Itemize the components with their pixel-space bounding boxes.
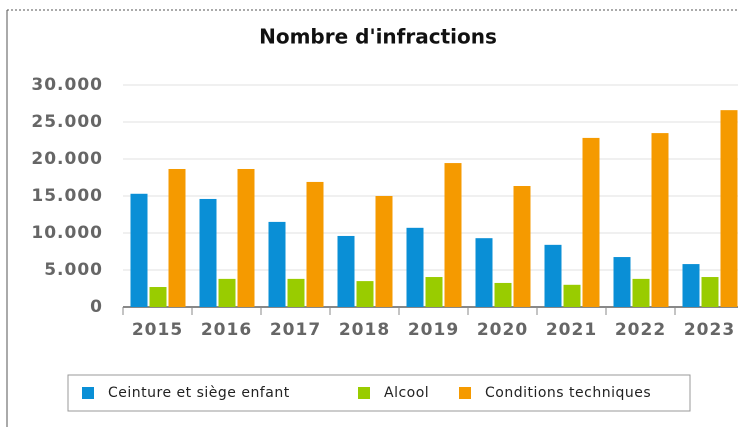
bar <box>218 278 236 307</box>
x-tick-label: 2016 <box>201 320 252 340</box>
bar <box>582 137 600 307</box>
bar <box>444 163 462 307</box>
legend-label: Conditions techniques <box>485 385 651 401</box>
y-tick-label: 20.000 <box>31 149 103 169</box>
x-tick-label: 2022 <box>615 320 666 340</box>
bar <box>306 181 324 307</box>
bar <box>199 198 217 307</box>
y-tick-label: 10.000 <box>31 223 103 243</box>
y-tick-label: 30.000 <box>31 75 103 95</box>
x-tick-label: 2017 <box>270 320 321 340</box>
bar <box>406 227 424 307</box>
bar <box>563 284 581 307</box>
x-tick-label: 2015 <box>132 320 183 340</box>
y-tick-label: 5.000 <box>44 260 103 280</box>
x-tick-label: 2023 <box>684 320 735 340</box>
x-tick-label: 2019 <box>408 320 459 340</box>
bar <box>168 168 186 307</box>
bar <box>475 238 493 307</box>
legend-label: Ceinture et siège enfant <box>108 385 290 401</box>
bar <box>701 277 719 307</box>
legend-swatch <box>358 387 370 399</box>
legend-box <box>67 374 691 412</box>
x-tick-label: 2018 <box>339 320 390 340</box>
bar <box>720 110 738 307</box>
bar <box>375 196 393 307</box>
bar <box>337 235 355 307</box>
bar <box>513 186 531 307</box>
x-tick-label: 2021 <box>546 320 597 340</box>
bar <box>651 133 669 307</box>
y-tick-label: 25.000 <box>31 112 103 132</box>
legend-label: Alcool <box>384 385 429 401</box>
bar <box>356 281 374 307</box>
y-tick-label: 15.000 <box>31 186 103 206</box>
bar <box>425 277 443 307</box>
bar <box>268 221 286 307</box>
chart-title: Nombre d'infractions <box>259 25 497 49</box>
x-tick-label: 2020 <box>477 320 528 340</box>
bar <box>632 278 650 307</box>
bar <box>494 282 512 307</box>
bar <box>544 244 562 307</box>
y-tick-label: 0 <box>90 297 103 317</box>
bar <box>287 278 305 307</box>
bar <box>682 264 700 307</box>
legend-swatch <box>82 387 94 399</box>
legend-swatch <box>459 387 471 399</box>
bar <box>237 168 255 307</box>
bar <box>149 287 167 307</box>
bar <box>613 257 631 307</box>
bar <box>130 193 148 307</box>
